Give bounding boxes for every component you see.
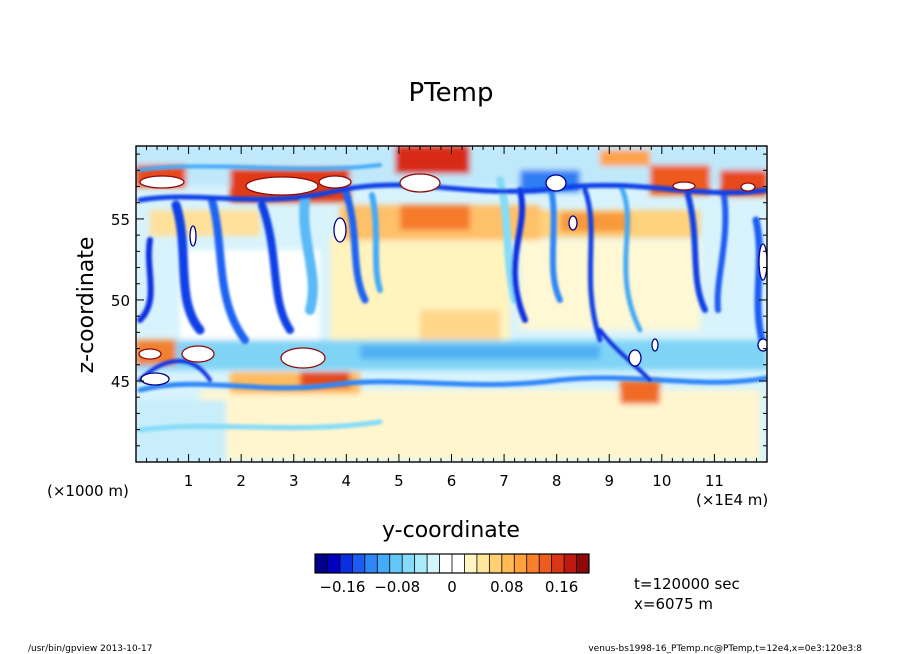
colorbar-swatch — [476, 554, 490, 573]
colorbar-swatch — [389, 554, 403, 573]
x-tick-label: 4 — [342, 472, 352, 490]
colorbar-swatch — [539, 554, 553, 573]
footer-left: /usr/bin/gpview 2013-10-17 — [28, 644, 152, 654]
colorbar-swatch — [327, 554, 341, 573]
x-axis-label: y-coordinate — [382, 518, 520, 543]
colorbar-swatch — [452, 554, 465, 573]
chart-title: PTemp — [409, 78, 494, 108]
colorbar-swatch — [315, 554, 328, 573]
y-tick-label: 45 — [111, 373, 130, 391]
colorbar-swatch — [514, 554, 528, 573]
colorbar-swatch — [526, 554, 540, 573]
colorbar-swatch — [439, 554, 453, 573]
colorbar-swatch — [576, 554, 590, 573]
x-tick-label: 10 — [652, 472, 671, 490]
x-tick-label: 9 — [604, 472, 614, 490]
colorbar-ticks: −0.16 −0.08 0 0.08 0.16 — [319, 578, 578, 596]
y-tick-label: 55 — [111, 211, 130, 229]
x-unit-left: (×1000 m) — [47, 482, 129, 500]
colorbar-swatch — [427, 554, 440, 573]
colorbar-tick-label: −0.16 — [319, 578, 365, 596]
x-tick-label: 5 — [394, 472, 404, 490]
footer-right: venus-bs1998-16_PTemp.nc@PTemp,t=12e4,x=… — [588, 644, 862, 654]
colorbar-swatch — [551, 554, 565, 573]
colorbar-swatch — [364, 554, 378, 573]
colorbar-tick-label: 0.08 — [490, 578, 523, 596]
x-unit-right: (×1E4 m) — [696, 491, 768, 509]
colorbar — [314, 553, 590, 574]
colorbar-tick-label: 0 — [447, 578, 457, 596]
x-tick-label: 11 — [705, 472, 724, 490]
x-tick-label: 6 — [447, 472, 457, 490]
colorbar-swatch — [564, 554, 577, 573]
x-axis: 1 2 3 4 5 6 7 8 9 10 11 — [146, 146, 768, 490]
colorbar-tick-label: −0.08 — [374, 578, 420, 596]
x-tick-label: 3 — [289, 472, 299, 490]
colorbar-swatch — [402, 554, 416, 573]
colorbar-swatch — [339, 554, 353, 573]
y-axis: 45 50 55 — [111, 153, 767, 447]
colorbar-swatch — [501, 554, 515, 573]
x-tick-label: 1 — [184, 472, 194, 490]
heatmap-field — [136, 146, 767, 462]
colorbar-swatch — [352, 554, 366, 573]
colorbar-swatch — [377, 554, 391, 573]
info-time: t=120000 sec — [634, 575, 740, 593]
colorbar-frame — [314, 553, 590, 574]
colorbar-swatch — [464, 554, 478, 573]
x-tick-label: 2 — [236, 472, 246, 490]
info-position: x=6075 m — [634, 595, 713, 613]
x-tick-label: 7 — [499, 472, 509, 490]
x-tick-label: 8 — [552, 472, 562, 490]
y-axis-label: z-coordinate — [74, 237, 99, 374]
colorbar-swatch — [414, 554, 428, 573]
colorbar-tick-label: 0.16 — [545, 578, 578, 596]
y-tick-label: 50 — [111, 292, 130, 310]
colorbar-swatch — [489, 554, 503, 573]
